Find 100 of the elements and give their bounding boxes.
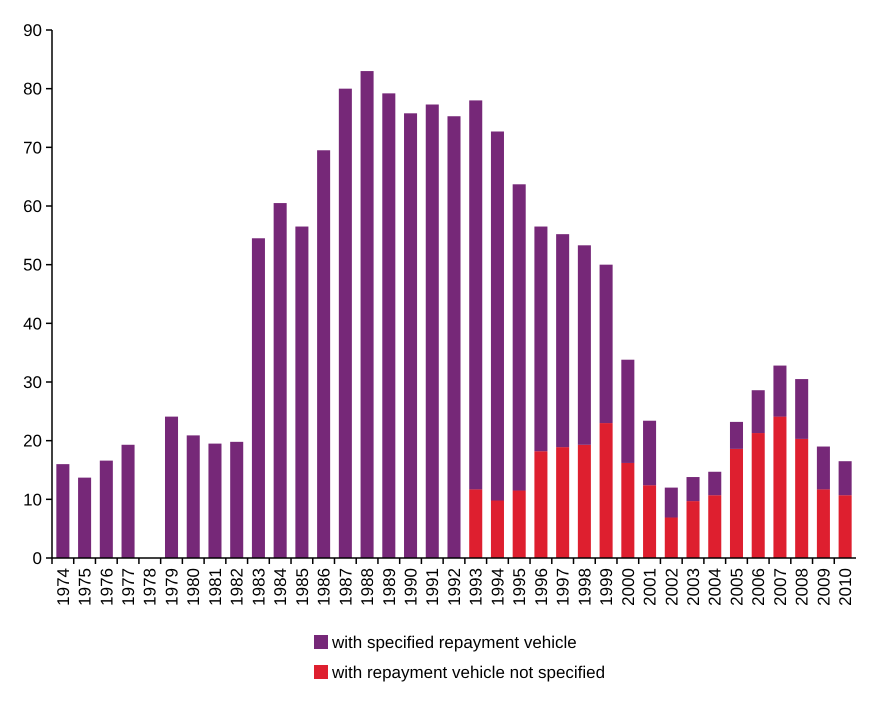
x-tick-label: 1983 (249, 568, 268, 606)
x-tick-label: 2009 (814, 568, 834, 606)
legend-label: with specified repayment vehicle (331, 632, 577, 652)
bar (578, 245, 591, 445)
bar (512, 490, 526, 558)
x-tick-label: 1989 (380, 568, 399, 606)
x-tick-label: 1984 (271, 568, 290, 606)
bar (621, 462, 634, 558)
x-tick-label: 1985 (292, 568, 312, 606)
x-tick-label: 1998 (575, 568, 594, 606)
bar (100, 460, 113, 558)
y-tick-label: 90 (23, 20, 42, 40)
x-tick-label: 1988 (358, 568, 378, 606)
bar (752, 390, 765, 434)
y-tick-label: 20 (23, 432, 42, 451)
x-tick-label: 2010 (836, 568, 856, 606)
x-tick-label: 2007 (770, 568, 790, 606)
bar (534, 451, 548, 558)
bar (795, 438, 808, 558)
bar (338, 88, 352, 558)
y-tick-label: 70 (23, 138, 42, 158)
x-tick-label: 2000 (618, 568, 638, 606)
bar (708, 495, 722, 558)
x-tick-label: 1976 (97, 568, 116, 606)
x-tick-label: 1987 (336, 568, 356, 606)
bar (664, 518, 678, 558)
y-tick-label: 40 (23, 314, 42, 334)
bar (295, 226, 308, 558)
bar (447, 116, 461, 558)
x-tick-label: 2001 (640, 568, 660, 606)
x-tick-label: 1977 (119, 568, 138, 606)
legend-label: with repayment vehicle not specified (331, 662, 606, 682)
y-tick-label: 10 (23, 490, 42, 510)
bar (600, 264, 613, 424)
x-tick-label: 2003 (684, 568, 703, 606)
bar (600, 423, 613, 558)
bar (795, 379, 808, 439)
x-tick-label: 1999 (597, 568, 616, 606)
x-tick-label: 1993 (466, 568, 486, 606)
bar (208, 444, 222, 558)
bar (360, 71, 374, 558)
x-tick-label: 2005 (727, 568, 746, 606)
x-tick-label: 2008 (792, 568, 812, 606)
bar (469, 100, 482, 490)
bar (274, 203, 287, 558)
bar (404, 113, 418, 558)
bar (490, 131, 504, 501)
bar (708, 472, 722, 496)
bar (186, 435, 200, 558)
bar (382, 93, 396, 558)
x-tick-label: 1975 (76, 568, 95, 606)
bar (512, 184, 526, 491)
bar (730, 422, 744, 449)
x-tick-label: 1994 (488, 568, 508, 606)
bar (816, 489, 830, 558)
bar (664, 488, 678, 518)
bar (556, 234, 570, 448)
x-tick-label: 1982 (228, 568, 247, 606)
x-tick-label: 1996 (532, 568, 551, 606)
bar (578, 444, 591, 558)
bar (469, 489, 482, 558)
bar (490, 500, 504, 558)
bar (78, 478, 92, 558)
bar (838, 495, 852, 558)
bar (643, 420, 656, 486)
bar (230, 442, 244, 558)
y-tick-label: 30 (23, 372, 42, 392)
x-tick-label: 1979 (162, 568, 182, 606)
bar (252, 238, 265, 558)
bar (56, 464, 70, 558)
bar (686, 501, 700, 558)
x-tick-label: 1981 (206, 568, 225, 606)
x-tick-label: 1995 (510, 568, 530, 606)
bar (816, 446, 830, 490)
bar (838, 461, 852, 496)
bar (534, 226, 548, 452)
bar (730, 448, 744, 558)
y-tick-label: 50 (23, 256, 42, 275)
x-tick-label: 1990 (401, 568, 420, 606)
bar (773, 416, 786, 558)
x-tick-label: 1991 (423, 568, 442, 606)
y-tick-label: 0 (32, 548, 42, 568)
x-tick-label: 2004 (706, 568, 725, 606)
x-tick-label: 1986 (314, 568, 334, 606)
bar (122, 444, 135, 558)
bar (317, 150, 330, 558)
bar (686, 477, 700, 502)
x-tick-label: 2002 (662, 568, 682, 606)
bar (752, 433, 765, 558)
bar (426, 104, 439, 558)
bar (621, 360, 634, 463)
bar (773, 366, 786, 417)
x-tick-label: 1978 (140, 568, 160, 606)
x-tick-label: 2006 (749, 568, 768, 606)
bar (643, 485, 656, 558)
x-tick-label: 1992 (444, 568, 464, 606)
x-tick-label: 1997 (554, 568, 573, 606)
x-tick-label: 1980 (184, 568, 204, 606)
x-tick-label: 1974 (54, 568, 73, 606)
y-tick-label: 60 (23, 196, 42, 216)
